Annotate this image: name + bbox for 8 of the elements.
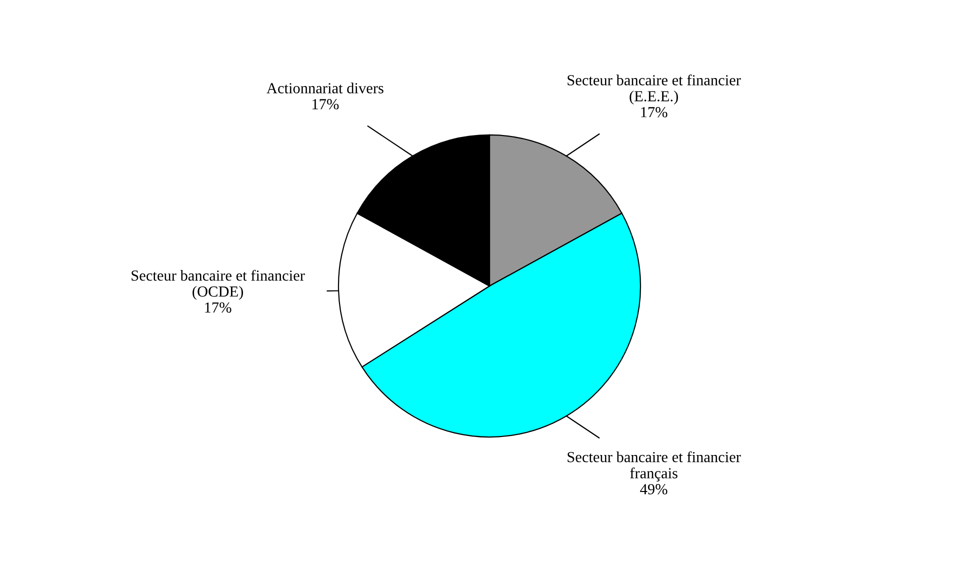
legend-label: Secteur bancaire et financier (OCDE) (132, 270, 305, 300)
data-label: 49% (640, 484, 668, 494)
slice-label: Actionnariat divers (266, 82, 384, 94)
data-label: 17% (205, 302, 232, 313)
data-label: 17% (312, 99, 339, 110)
slice-label: Secteur bancaire et financier français (568, 451, 741, 482)
data-label: 17% (641, 107, 668, 118)
slice-label: Secteur bancaire et financier (E.E.E.) (568, 74, 741, 104)
